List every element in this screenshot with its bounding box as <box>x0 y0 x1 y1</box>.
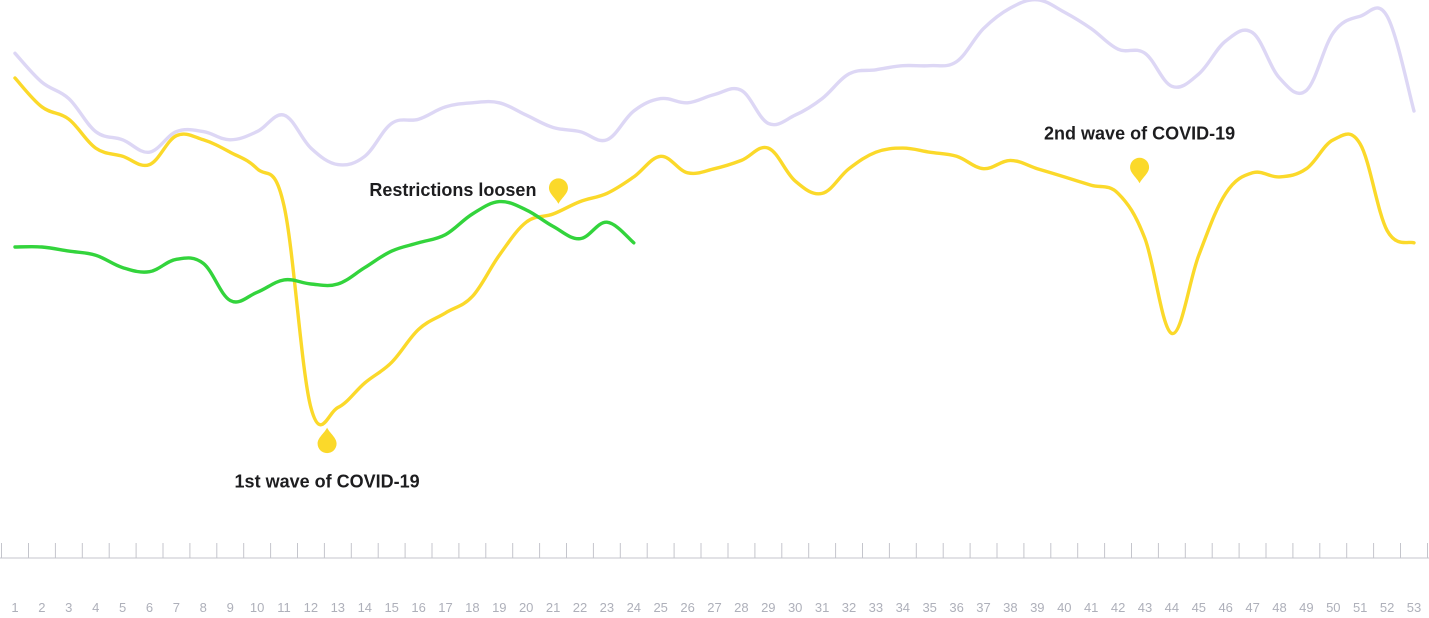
x-tick-label: 50 <box>1326 600 1340 615</box>
annotation-2: Restrictions loosen <box>369 178 568 204</box>
x-tick-label: 5 <box>119 600 126 615</box>
x-tick-label: 2 <box>38 600 45 615</box>
x-tick-label: 10 <box>250 600 264 615</box>
x-tick-label: 42 <box>1111 600 1125 615</box>
x-tick-label: 6 <box>146 600 153 615</box>
x-tick-label: 34 <box>896 600 910 615</box>
pin-marker-icon <box>1130 157 1150 184</box>
x-tick-label: 37 <box>976 600 990 615</box>
x-tick-label: 46 <box>1218 600 1232 615</box>
x-tick-label: 48 <box>1272 600 1286 615</box>
x-tick-label: 28 <box>734 600 748 615</box>
series-line-yellow <box>13 76 1416 427</box>
pin-marker-icon <box>317 427 337 454</box>
x-tick-label: 31 <box>815 600 829 615</box>
x-tick-label: 15 <box>384 600 398 615</box>
x-tick-label: 40 <box>1057 600 1071 615</box>
x-tick-label: 22 <box>573 600 587 615</box>
x-tick-label: 12 <box>304 600 318 615</box>
x-tick-label: 35 <box>922 600 936 615</box>
x-tick-label: 51 <box>1353 600 1367 615</box>
x-tick-label: 7 <box>173 600 180 615</box>
x-tick-label: 25 <box>653 600 667 615</box>
x-tick-label: 49 <box>1299 600 1313 615</box>
x-tick-label: 19 <box>492 600 506 615</box>
x-tick-label: 18 <box>465 600 479 615</box>
x-tick-label: 45 <box>1192 600 1206 615</box>
x-tick-label: 16 <box>411 600 425 615</box>
annotation-label: Restrictions loosen <box>369 180 536 200</box>
x-tick-label: 39 <box>1030 600 1044 615</box>
x-tick-label: 32 <box>842 600 856 615</box>
x-tick-label: 17 <box>438 600 452 615</box>
x-tick-label: 13 <box>331 600 345 615</box>
series-line-green <box>13 199 636 304</box>
x-tick-label: 8 <box>200 600 207 615</box>
x-tick-label: 30 <box>788 600 802 615</box>
x-tick-label: 24 <box>627 600 641 615</box>
annotation-layer: 1st wave of COVID-19 Restrictions loosen 2… <box>235 123 1236 491</box>
series-layer <box>13 0 1416 427</box>
x-tick-label: 20 <box>519 600 533 615</box>
annotation-label: 1st wave of COVID-19 <box>235 472 420 492</box>
x-tick-label: 44 <box>1165 600 1179 615</box>
pin-marker-icon <box>548 178 568 204</box>
x-tick-label: 14 <box>358 600 372 615</box>
x-tick-label: 36 <box>949 600 963 615</box>
x-tick-label: 41 <box>1084 600 1098 615</box>
x-tick-label: 9 <box>227 600 234 615</box>
x-axis: 1 2 3 4 5 6 7 8 9 10 11 12 13 14 15 16 17 18 19 20 21 22 23 24 2… <box>0 543 1429 615</box>
x-tick-label: 26 <box>680 600 694 615</box>
x-tick-label: 43 <box>1138 600 1152 615</box>
x-tick-label: 1 <box>11 600 18 615</box>
x-tick-label: 11 <box>277 600 291 615</box>
series-line-lavender <box>13 0 1416 167</box>
annotation-3: 2nd wave of COVID-19 <box>1044 123 1235 184</box>
x-tick-label: 4 <box>92 600 99 615</box>
x-tick-label: 52 <box>1380 600 1394 615</box>
x-tick-label: 21 <box>546 600 560 615</box>
x-tick-label: 29 <box>761 600 775 615</box>
annotation-1: 1st wave of COVID-19 <box>235 427 420 492</box>
x-tick-label: 33 <box>869 600 883 615</box>
annotation-label: 2nd wave of COVID-19 <box>1044 123 1235 143</box>
x-tick-label: 47 <box>1245 600 1259 615</box>
x-tick-label: 27 <box>707 600 721 615</box>
x-tick-label: 23 <box>600 600 614 615</box>
x-tick-label: 53 <box>1407 600 1421 615</box>
x-tick-label: 38 <box>1003 600 1017 615</box>
x-tick-label: 3 <box>65 600 72 615</box>
